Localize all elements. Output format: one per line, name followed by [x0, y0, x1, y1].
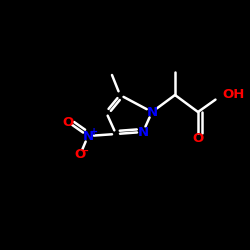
Text: N: N: [146, 106, 158, 118]
Text: O: O: [192, 132, 203, 144]
Text: N: N: [138, 126, 148, 138]
Text: O: O: [62, 116, 74, 128]
Text: +: +: [90, 127, 98, 137]
Text: O: O: [74, 148, 86, 162]
Text: OH: OH: [222, 88, 244, 102]
Text: N: N: [82, 130, 94, 142]
Text: −: −: [81, 146, 89, 156]
